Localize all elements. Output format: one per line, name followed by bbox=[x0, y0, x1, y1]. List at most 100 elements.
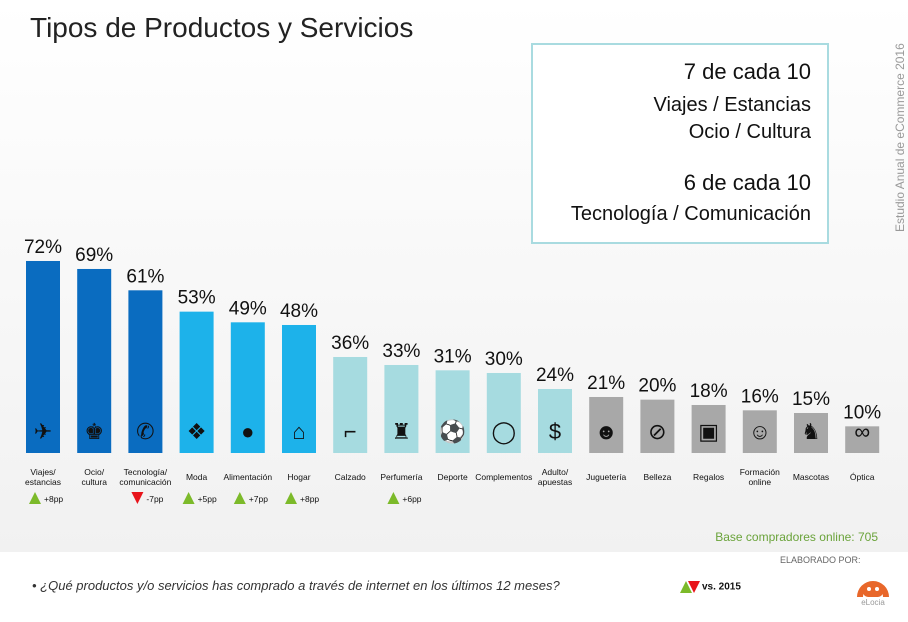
category-label: Ocio/ bbox=[84, 467, 104, 477]
bar bbox=[282, 324, 316, 453]
bar bbox=[742, 410, 777, 453]
apple-icon: ● bbox=[241, 419, 254, 444]
bar bbox=[77, 268, 112, 453]
svg-text:eLocia: eLocia bbox=[861, 598, 885, 607]
category-label: estancias bbox=[25, 477, 61, 487]
data-label: 10% bbox=[843, 402, 881, 423]
head-icon: ☺ bbox=[749, 419, 771, 444]
category-label: apuestas bbox=[538, 477, 573, 487]
dog-icon: ♞ bbox=[801, 419, 821, 444]
up-arrow-icon bbox=[285, 492, 297, 504]
airplane-icon: ✈ bbox=[34, 419, 52, 444]
bar bbox=[640, 399, 675, 453]
page-title: Tipos de Productos y Servicios bbox=[30, 12, 414, 43]
highlight-line: Ocio / Cultura bbox=[688, 121, 811, 143]
category-label: Calzado bbox=[335, 472, 366, 482]
data-label: 16% bbox=[741, 386, 779, 407]
elocia-logo: eLocia bbox=[857, 581, 889, 607]
change-label: +8pp bbox=[44, 494, 63, 504]
mirror-icon: ⊘ bbox=[648, 419, 666, 444]
necklace-icon: ◯ bbox=[491, 419, 516, 445]
perfume-icon: ♜ bbox=[392, 419, 412, 444]
down-arrow-icon bbox=[131, 492, 144, 504]
category-label: Moda bbox=[186, 472, 208, 482]
data-label: 33% bbox=[382, 341, 420, 362]
change-label: +6pp bbox=[402, 494, 421, 504]
highlight-line: Viajes / Estancias bbox=[653, 94, 812, 116]
bar bbox=[589, 396, 624, 453]
category-label: Deporte bbox=[437, 472, 468, 482]
data-label: 15% bbox=[792, 389, 830, 410]
footer bbox=[0, 552, 908, 622]
house-icon: ⌂ bbox=[292, 419, 305, 444]
bar bbox=[384, 364, 419, 453]
category-label: Hogar bbox=[287, 472, 310, 482]
bar bbox=[845, 426, 880, 453]
category-label: Mascotas bbox=[793, 472, 829, 482]
data-label: 24% bbox=[536, 365, 574, 386]
data-label: 69% bbox=[75, 245, 113, 266]
bar bbox=[794, 412, 828, 453]
data-label: 31% bbox=[434, 346, 472, 367]
highlight-line: 6 de cada 10 bbox=[683, 170, 811, 195]
category-label: cultura bbox=[81, 477, 107, 487]
jacket-icon: ❖ bbox=[187, 419, 207, 444]
glasses-icon: ∞ bbox=[854, 419, 870, 444]
change-label: +8pp bbox=[300, 494, 319, 504]
highlight-line: 7 de cada 10 bbox=[683, 59, 811, 84]
change-label: +7pp bbox=[249, 494, 268, 504]
up-arrow-icon bbox=[233, 492, 246, 504]
legend-arrows-icon bbox=[680, 581, 700, 593]
up-arrow-icon bbox=[182, 492, 195, 504]
category-label: Tecnología/ bbox=[124, 467, 168, 477]
change-label: -7pp bbox=[146, 494, 163, 504]
category-label: Viajes/ bbox=[30, 467, 56, 477]
data-label: 48% bbox=[280, 301, 318, 322]
data-label: 21% bbox=[587, 373, 625, 394]
chip-icon: $ bbox=[549, 419, 561, 444]
bar bbox=[26, 260, 60, 453]
data-label: 53% bbox=[178, 288, 216, 309]
chess-icon: ♚ bbox=[84, 419, 104, 444]
bar bbox=[486, 372, 521, 453]
up-arrow-icon bbox=[29, 492, 41, 504]
legend-label: vs. 2015 bbox=[702, 581, 741, 593]
up-arrow-icon bbox=[387, 492, 400, 504]
bar bbox=[179, 311, 214, 453]
gift-icon: ▣ bbox=[698, 419, 719, 444]
data-label: 20% bbox=[638, 376, 676, 397]
data-label: 49% bbox=[229, 298, 267, 319]
data-label: 72% bbox=[24, 237, 62, 258]
bar bbox=[230, 322, 265, 453]
data-label: 30% bbox=[485, 349, 523, 370]
category-label: Adulto/ bbox=[542, 467, 569, 477]
phone-icon: ✆ bbox=[136, 419, 154, 444]
category-label: Formación bbox=[740, 467, 780, 477]
category-label: Perfumería bbox=[380, 472, 422, 482]
elaborado-label: ELABORADO POR: bbox=[780, 555, 861, 565]
question-text: • ¿Qué productos y/o servicios has compr… bbox=[32, 578, 560, 593]
category-label: Óptica bbox=[850, 472, 875, 482]
category-label: Juguetería bbox=[586, 472, 626, 482]
legend: vs. 2015 bbox=[680, 580, 741, 594]
bar bbox=[691, 404, 726, 453]
change-label: +5pp bbox=[198, 494, 217, 504]
highlight-line: Tecnología / Comunicación bbox=[570, 203, 811, 225]
category-label: Alimentación bbox=[223, 472, 272, 482]
data-label: 36% bbox=[331, 333, 369, 354]
data-label: 61% bbox=[126, 266, 164, 287]
base-note: Base compradores online: 705 bbox=[715, 530, 878, 544]
category-label: Complementos bbox=[475, 472, 532, 482]
bar bbox=[538, 388, 572, 453]
bar-chart: 72% ✈ Viajes/estancias +8pp 69% ♚ Ocio/cultura… bbox=[24, 237, 881, 504]
bar bbox=[128, 290, 163, 453]
ball-icon: ⚽ bbox=[438, 419, 466, 444]
category-label: online bbox=[748, 477, 771, 487]
bar bbox=[333, 356, 368, 453]
category-label: comunicación bbox=[119, 477, 171, 487]
teddy-icon: ☻ bbox=[595, 419, 618, 444]
data-label: 18% bbox=[690, 381, 728, 402]
category-label: Belleza bbox=[643, 472, 671, 482]
highlight-box: 7 de cada 10 Viajes / Estancias Ocio / C… bbox=[531, 43, 829, 244]
bar bbox=[435, 370, 470, 453]
